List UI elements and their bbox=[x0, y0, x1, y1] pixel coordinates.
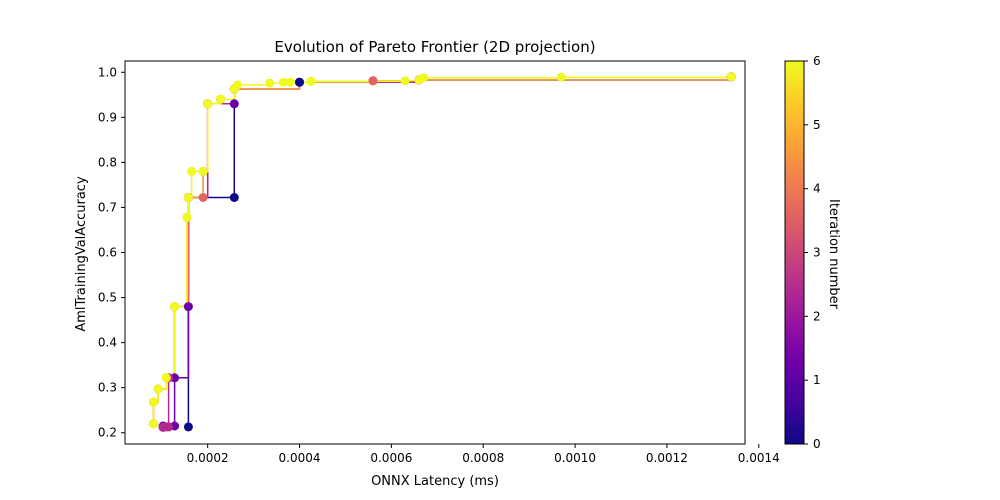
plot-area bbox=[149, 72, 736, 432]
colorbar-tick-label: 3 bbox=[813, 246, 821, 260]
point-iter-6-14 bbox=[278, 77, 288, 87]
x-tick-label: 0.0002 bbox=[187, 451, 229, 465]
frontier-line-iter-2 bbox=[163, 76, 732, 429]
point-iter-6-4 bbox=[170, 302, 180, 312]
y-tick-label: 0.5 bbox=[98, 291, 117, 305]
point-iter-6-12 bbox=[233, 80, 242, 90]
colorbar-tick-label: 0 bbox=[813, 437, 821, 451]
frontier-line-iter-1 bbox=[162, 76, 732, 428]
point-iter-6-1 bbox=[149, 397, 158, 407]
point-iter-6-7 bbox=[187, 166, 197, 176]
colorbar-tick-label: 5 bbox=[813, 118, 821, 132]
x-tick-label: 0.0004 bbox=[279, 451, 321, 465]
y-tick-label: 1.0 bbox=[98, 65, 117, 79]
point-iter-6-6 bbox=[183, 193, 193, 202]
point-iter-6-21 bbox=[726, 72, 736, 82]
colorbar: 0 1 2 3 4 5 6 bbox=[784, 54, 821, 451]
y-axis-label: AmlTrainingValAccuracy bbox=[74, 176, 89, 332]
point-iter-6-15 bbox=[285, 77, 295, 87]
point-iter-2-2 bbox=[164, 422, 174, 432]
point-iter-0-2 bbox=[229, 193, 239, 202]
point-iter-6-0 bbox=[149, 419, 158, 429]
x-tick-label: 0.0008 bbox=[462, 451, 504, 465]
point-iter-0-0 bbox=[183, 422, 193, 432]
point-iter-6-5 bbox=[182, 212, 192, 222]
point-iter-6-8 bbox=[198, 166, 208, 176]
x-tick-label: 0.0006 bbox=[370, 451, 412, 465]
point-iter-1-4 bbox=[183, 302, 193, 312]
point-iter-6-16 bbox=[306, 76, 316, 86]
point-iter-6-10 bbox=[216, 94, 225, 104]
point-iter-3-6 bbox=[198, 193, 208, 202]
axes-frame bbox=[124, 60, 746, 445]
colorbar-tick-label: 6 bbox=[813, 54, 821, 68]
colorbar-gradient bbox=[784, 60, 805, 445]
y-tick-label: 0.6 bbox=[98, 246, 117, 260]
colorbar-tick-label: 2 bbox=[813, 309, 821, 323]
frontier-line-iter-4 bbox=[152, 76, 732, 424]
axes: 0.0002 0.0004 0.0006 0.0008 0.0010 0.0012 0.00… bbox=[98, 60, 780, 465]
point-iter-6-19 bbox=[419, 73, 428, 83]
point-iter-6-3 bbox=[161, 373, 171, 383]
x-tick-label: 0.0014 bbox=[738, 451, 780, 465]
x-tick-label: 0.0010 bbox=[554, 451, 596, 465]
point-iter-6-20 bbox=[556, 72, 566, 82]
highlight-point-iter-3 bbox=[368, 76, 378, 86]
point-iter-6-17 bbox=[400, 76, 410, 86]
y-tick-label: 0.9 bbox=[98, 110, 117, 124]
y-tick-label: 0.4 bbox=[98, 336, 117, 350]
colorbar-tick-label: 1 bbox=[813, 373, 821, 387]
frontier-line-iter-6 bbox=[152, 76, 732, 424]
point-iter-1-7 bbox=[229, 99, 239, 109]
y-tick-label: 0.8 bbox=[98, 155, 117, 169]
highlight-point-iter-0 bbox=[295, 77, 304, 87]
frontier-line-iter-0 bbox=[187, 76, 732, 427]
colorbar-tick-label: 4 bbox=[813, 182, 821, 196]
y-tick-label: 0.3 bbox=[98, 381, 117, 395]
y-tick-label: 0.2 bbox=[98, 426, 117, 440]
y-tick-label: 0.7 bbox=[98, 200, 117, 214]
chart-title: Evolution of Pareto Frontier (2D project… bbox=[274, 38, 595, 56]
point-iter-6-9 bbox=[203, 99, 213, 109]
colorbar-label: Iteration number bbox=[826, 199, 841, 310]
x-tick-label: 0.0012 bbox=[646, 451, 688, 465]
point-iter-6-13 bbox=[265, 78, 275, 88]
point-iter-6-2 bbox=[153, 384, 163, 394]
x-axis-label: ONNX Latency (ms) bbox=[371, 474, 499, 489]
frontier-line-iter-3 bbox=[152, 76, 732, 424]
